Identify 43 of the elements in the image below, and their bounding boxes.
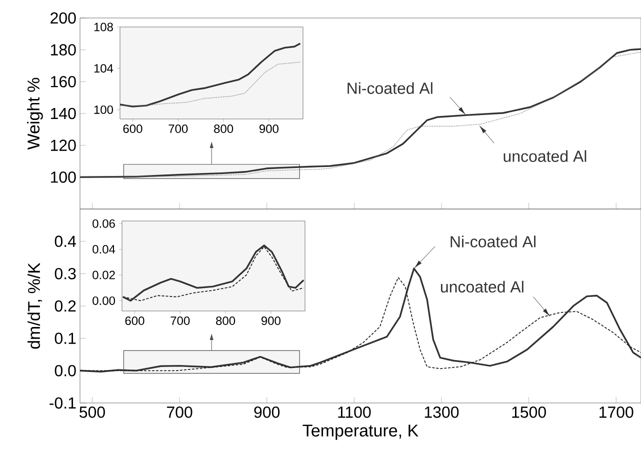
annotation: uncoated Al <box>504 150 586 162</box>
annotation: Ni-coated Al <box>450 236 536 248</box>
y-axis-title: Weight % <box>27 78 43 150</box>
y-tick-label: 0.0 <box>54 364 76 376</box>
x-tick-label: 1500 <box>512 406 546 418</box>
x-tick-label: 500 <box>80 406 105 418</box>
y-tick-label: 140 <box>51 108 76 120</box>
annotation: Ni-coated Al <box>348 82 432 94</box>
y-tick-label: 0.2 <box>54 300 76 312</box>
y-tick-label: 100 <box>51 171 76 183</box>
x-axis-title: Temperature, K <box>302 424 418 440</box>
x-tick-label: 800 <box>214 124 234 134</box>
x-tick-label: 800 <box>216 316 236 326</box>
x-tick-label: 700 <box>167 406 192 418</box>
x-tick-label: 1300 <box>424 406 459 418</box>
line-series <box>120 42 302 108</box>
y-tick-label: -0.1 <box>50 397 76 409</box>
x-tick-label: 900 <box>260 124 278 134</box>
x-tick-label: 700 <box>170 316 190 326</box>
y-tick-label: 200 <box>50 12 76 24</box>
annotation: uncoated Al <box>440 280 524 293</box>
x-tick-label: 900 <box>262 316 280 326</box>
x-tick-label: 1700 <box>600 406 634 418</box>
y-tick-label: 0.04 <box>92 245 116 254</box>
y-tick-label: 0.3 <box>54 268 76 280</box>
y-tick-label: 108 <box>94 22 113 32</box>
y-tick-label: 0.4 <box>54 236 76 247</box>
y-tick-label: 104 <box>94 64 114 73</box>
x-tick-label: 600 <box>125 316 144 326</box>
x-tick-label: 900 <box>254 406 280 418</box>
y-tick-label: 180 <box>51 44 76 56</box>
line-series <box>120 62 301 106</box>
x-tick-label: 700 <box>168 124 188 134</box>
y-tick-label: 160 <box>51 76 76 88</box>
y-tick-label: 120 <box>51 140 76 151</box>
x-tick-label: 1100 <box>338 406 371 418</box>
x-tick-label: 600 <box>123 124 142 134</box>
y-axis-title: dm/dT, %/K <box>28 262 42 349</box>
y-tick-label: 0.1 <box>54 332 76 344</box>
y-tick-label: 0.00 <box>92 296 116 305</box>
y-tick-label: 0.06 <box>92 219 115 228</box>
y-tick-label: 100 <box>94 105 114 114</box>
y-tick-label: 0.02 <box>92 270 115 280</box>
